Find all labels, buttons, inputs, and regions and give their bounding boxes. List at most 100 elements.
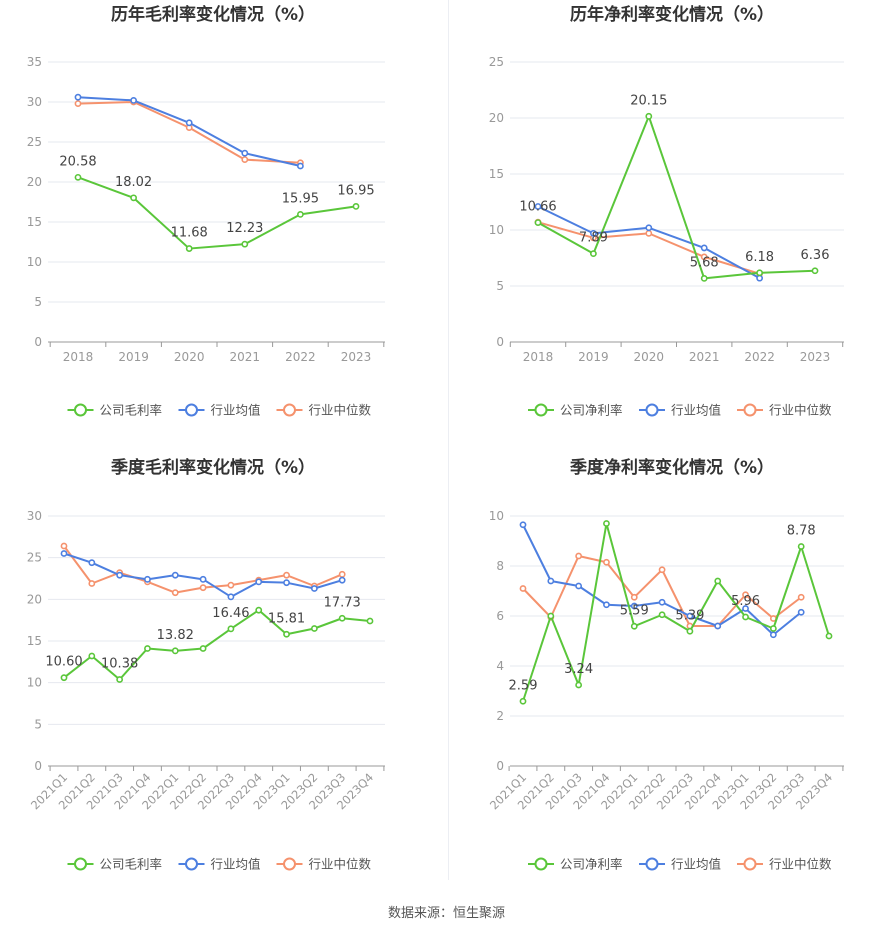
point-company[interactable] — [797, 543, 805, 550]
point-industry_avg[interactable] — [283, 579, 290, 587]
point-company[interactable] — [144, 645, 151, 652]
point-company[interactable] — [366, 617, 374, 625]
point-industry_avg[interactable] — [645, 224, 653, 232]
point-industry_avg[interactable] — [171, 571, 179, 579]
point-company[interactable] — [534, 219, 542, 227]
point-industry_avg[interactable] — [60, 550, 68, 557]
point-company[interactable] — [519, 697, 527, 705]
point-company[interactable] — [630, 622, 638, 630]
point-industry_avg[interactable] — [658, 598, 666, 606]
point-industry_avg[interactable] — [797, 608, 805, 616]
point-company[interactable] — [700, 274, 708, 282]
point-industry_avg[interactable] — [338, 576, 346, 584]
point-company[interactable] — [714, 577, 722, 585]
point-company[interactable] — [296, 210, 304, 218]
legend-item-company[interactable]: 公司毛利率 — [67, 857, 163, 872]
point-industry_median[interactable] — [645, 229, 653, 237]
point-company[interactable] — [116, 676, 124, 683]
point-company[interactable] — [338, 614, 346, 622]
point-industry_median[interactable] — [283, 571, 290, 579]
point-industry_median[interactable] — [797, 593, 805, 601]
point-industry_avg[interactable] — [310, 585, 318, 592]
point-industry_avg[interactable] — [686, 612, 694, 620]
point-company[interactable] — [603, 520, 610, 527]
point-industry_avg[interactable] — [534, 203, 542, 210]
point-industry_avg[interactable] — [547, 577, 555, 585]
point-company[interactable] — [658, 611, 666, 619]
point-industry_avg[interactable] — [575, 582, 583, 590]
point-industry_median[interactable] — [630, 593, 638, 601]
point-company[interactable] — [811, 267, 819, 275]
legend-item-company[interactable]: 公司毛利率 — [67, 403, 163, 418]
point-industry_median[interactable] — [575, 552, 583, 560]
point-company[interactable] — [185, 245, 193, 252]
point-company[interactable] — [171, 647, 179, 655]
point-industry_avg[interactable] — [296, 162, 304, 170]
point-industry_median[interactable] — [60, 542, 68, 550]
legend-item-industry_avg[interactable]: 行业均值 — [178, 857, 261, 872]
point-company[interactable] — [255, 606, 263, 614]
point-industry_avg[interactable] — [700, 244, 708, 252]
chart-title: 季度毛利率变化情况（%） — [111, 457, 315, 478]
point-industry_median[interactable] — [338, 570, 346, 578]
point-industry_median[interactable] — [742, 591, 749, 599]
point-industry_avg[interactable] — [756, 274, 763, 282]
point-company[interactable] — [227, 625, 235, 633]
point-company[interactable] — [575, 681, 583, 689]
point-company[interactable] — [310, 625, 318, 632]
point-industry_median[interactable] — [199, 584, 207, 592]
point-company[interactable] — [590, 250, 597, 258]
point-company[interactable] — [88, 652, 96, 660]
legend-item-industry_avg[interactable]: 行业均值 — [178, 403, 261, 418]
point-industry_median[interactable] — [658, 566, 666, 574]
point-industry_median[interactable] — [88, 580, 96, 587]
point-industry_median[interactable] — [519, 585, 527, 592]
legend-item-company[interactable]: 公司净利率 — [528, 403, 623, 418]
point-company[interactable] — [769, 625, 777, 632]
point-industry_avg[interactable] — [185, 119, 193, 127]
point-company[interactable] — [130, 194, 137, 202]
point-company[interactable] — [742, 613, 749, 621]
legend-label: 行业均值 — [671, 857, 721, 872]
point-industry_median[interactable] — [227, 581, 235, 589]
point-industry_avg[interactable] — [742, 605, 749, 612]
point-industry_median[interactable] — [241, 156, 249, 163]
legend-item-industry_median[interactable]: 行业中位数 — [737, 403, 832, 418]
legend-item-industry_median[interactable]: 行业中位数 — [276, 857, 372, 872]
point-company[interactable] — [60, 674, 68, 682]
point-company[interactable] — [352, 202, 360, 210]
legend-item-industry_median[interactable]: 行业中位数 — [276, 403, 372, 418]
point-company[interactable] — [199, 645, 207, 652]
point-industry_avg[interactable] — [116, 571, 124, 579]
point-company[interactable] — [825, 632, 833, 640]
legend-item-company[interactable]: 公司净利率 — [528, 857, 623, 872]
point-industry_avg[interactable] — [227, 593, 235, 601]
point-company[interactable] — [74, 173, 82, 181]
point-industry_avg[interactable] — [88, 559, 96, 567]
point-company[interactable] — [645, 112, 653, 120]
point-industry_avg[interactable] — [199, 575, 207, 583]
point-company[interactable] — [547, 612, 555, 620]
point-industry_avg[interactable] — [630, 602, 638, 610]
point-industry_avg[interactable] — [603, 601, 610, 609]
legend-item-industry_avg[interactable]: 行业均值 — [639, 403, 721, 418]
point-industry_median[interactable] — [603, 558, 610, 566]
legend-item-industry_median[interactable]: 行业中位数 — [737, 857, 832, 872]
point-company[interactable] — [756, 269, 763, 277]
point-industry_median[interactable] — [171, 589, 179, 597]
point-industry_avg[interactable] — [714, 622, 722, 630]
point-company[interactable] — [686, 627, 694, 635]
point-industry_avg[interactable] — [769, 631, 777, 639]
point-industry_median[interactable] — [74, 100, 82, 107]
legend-item-industry_avg[interactable]: 行业均值 — [639, 857, 721, 872]
point-industry_avg[interactable] — [130, 97, 137, 104]
point-industry_avg[interactable] — [74, 93, 82, 101]
point-industry_avg[interactable] — [519, 521, 527, 529]
point-industry_avg[interactable] — [590, 229, 597, 237]
point-industry_avg[interactable] — [255, 578, 263, 586]
point-industry_avg[interactable] — [241, 149, 249, 157]
point-company[interactable] — [283, 630, 290, 638]
point-industry_avg[interactable] — [144, 575, 151, 583]
point-industry_median[interactable] — [700, 253, 708, 261]
point-company[interactable] — [241, 240, 249, 248]
